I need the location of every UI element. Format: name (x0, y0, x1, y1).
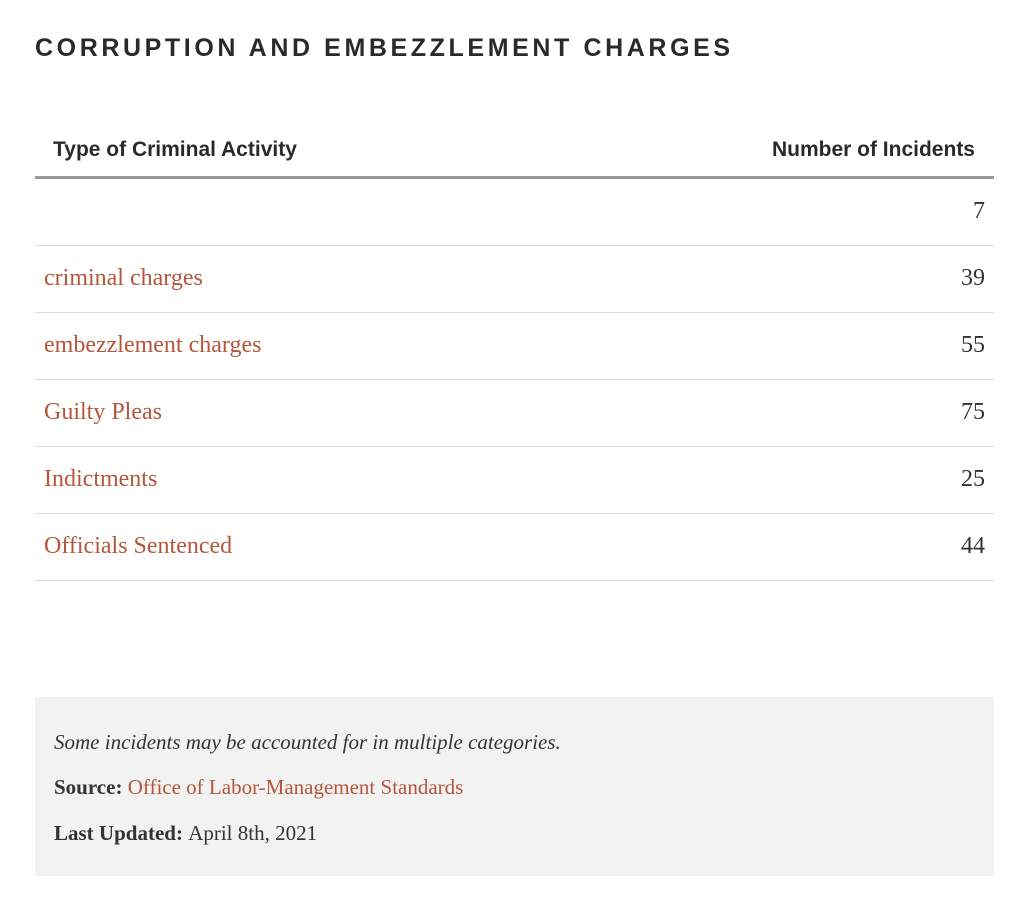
incident-count: 75 (961, 399, 985, 425)
table-row: Indictments 25 (35, 447, 994, 514)
disclaimer-note: Some incidents may be accounted for in m… (54, 730, 561, 754)
incident-count: 44 (961, 533, 985, 559)
activity-link[interactable]: embezzlement charges (44, 332, 262, 358)
activity-link[interactable]: Indictments (44, 466, 158, 492)
incident-count: 39 (961, 265, 985, 291)
table-row: criminal charges 39 (35, 246, 994, 313)
incident-count: 25 (961, 466, 985, 492)
activity-link[interactable]: Guilty Pleas (44, 399, 162, 425)
table-row: 7 (35, 179, 994, 246)
table-header: Type of Criminal Activity Number of Inci… (35, 128, 994, 179)
notes-box: Some incidents may be accounted for in m… (35, 697, 994, 876)
activity-link[interactable]: criminal charges (44, 265, 203, 291)
last-updated-value: April 8th, 2021 (188, 821, 318, 845)
activity-link[interactable]: Officials Sentenced (44, 533, 233, 559)
incident-count: 7 (973, 198, 985, 224)
table-row: embezzlement charges 55 (35, 313, 994, 380)
incidents-table: Type of Criminal Activity Number of Inci… (35, 128, 994, 581)
source-line: Source: Office of Labor-Management Stand… (54, 775, 463, 800)
last-updated-label: Last Updated: (54, 821, 189, 845)
column-header-count: Number of Incidents (771, 138, 975, 161)
table-row: Officials Sentenced 44 (35, 514, 994, 581)
last-updated-line: Last Updated: April 8th, 2021 (54, 821, 317, 846)
table-row: Guilty Pleas 75 (35, 380, 994, 447)
incident-count: 55 (961, 332, 985, 358)
source-link[interactable]: Office of Labor-Management Standards (127, 775, 464, 799)
source-label: Source: (54, 775, 128, 799)
page-title: CORRUPTION AND EMBEZZLEMENT CHARGES (35, 34, 734, 62)
column-header-type: Type of Criminal Activity (53, 138, 297, 161)
